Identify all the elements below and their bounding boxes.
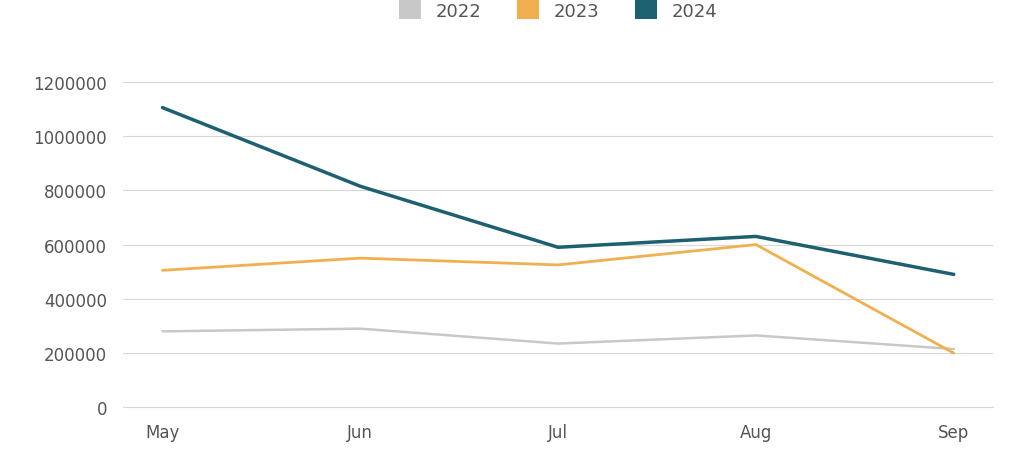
Legend: 2022, 2023, 2024: 2022, 2023, 2024 — [399, 1, 717, 20]
